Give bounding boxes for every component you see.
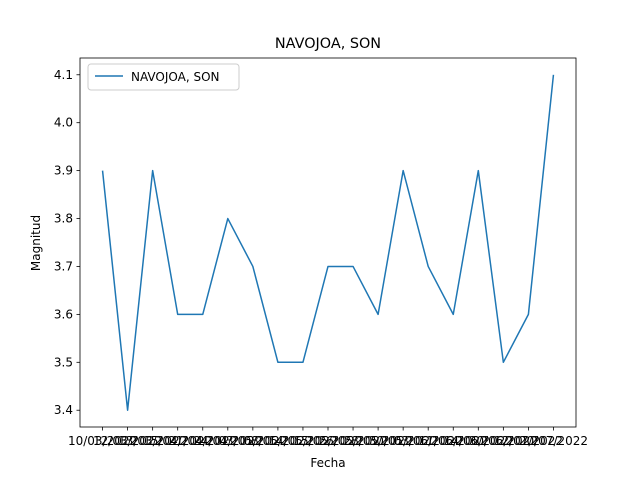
x-tick-label: 12/07/2022 <box>494 434 563 448</box>
series-line <box>101 74 555 411</box>
y-tick-label: 3.4 <box>54 403 73 417</box>
x-tick-label: 15/04/2022 <box>143 434 212 448</box>
y-axis-label: Magnitud <box>29 215 43 271</box>
legend-frame <box>87 63 240 91</box>
x-tick-label: 28/05/2022 <box>344 434 413 448</box>
legend-label: NAVOJOA, SON <box>131 70 220 84</box>
plot-area: 3.4 3.5 3.6 3.7 3.8 3.9 4.0 4.1 10/03/202212/03/… <box>54 57 588 448</box>
x-tick-label: 20/07/2022 <box>519 434 588 448</box>
x-tick-label: 03/06/2022 <box>394 434 463 448</box>
x-tick-label: 14/05/2022 <box>268 434 337 448</box>
y-tick-label: 4.1 <box>54 68 73 82</box>
chart-title: NAVOJOA, SON <box>275 36 381 52</box>
y-tick-label: 3.9 <box>54 164 73 178</box>
x-tick-label: 24/04/2022 <box>193 434 262 448</box>
x-tick-label: 08/05/2022 <box>243 434 312 448</box>
x-tick-label: 15/05/2022 <box>293 434 362 448</box>
x-tick-label: 11/06/2022 <box>419 434 488 448</box>
x-tick-label: 30/06/2022 <box>469 434 538 448</box>
y-tick-label: 3.5 <box>54 355 73 369</box>
x-tick-label: 12/03/2022 <box>93 434 162 448</box>
x-tick-label: 21/04/2022 <box>168 434 237 448</box>
x-tick-label: 14/06/2022 <box>444 434 513 448</box>
axes-frame <box>79 57 577 428</box>
y-tick-label: 3.7 <box>54 259 73 273</box>
y-tick-label: 3.8 <box>54 212 73 226</box>
legend: NAVOJOA, SON <box>87 63 240 91</box>
y-tick-label: 3.6 <box>54 307 73 321</box>
y-tick-label: 4.0 <box>54 116 73 130</box>
x-axis-label: Fecha <box>310 456 345 470</box>
x-tick-label: 30/05/2022 <box>369 434 438 448</box>
x-tick-label: 13/03/2022 <box>118 434 187 448</box>
x-tick-label: 10/03/2022 <box>68 434 137 448</box>
x-tick-label: 26/05/2022 <box>318 434 387 448</box>
x-tick-label: 03/05/2022 <box>218 434 287 448</box>
